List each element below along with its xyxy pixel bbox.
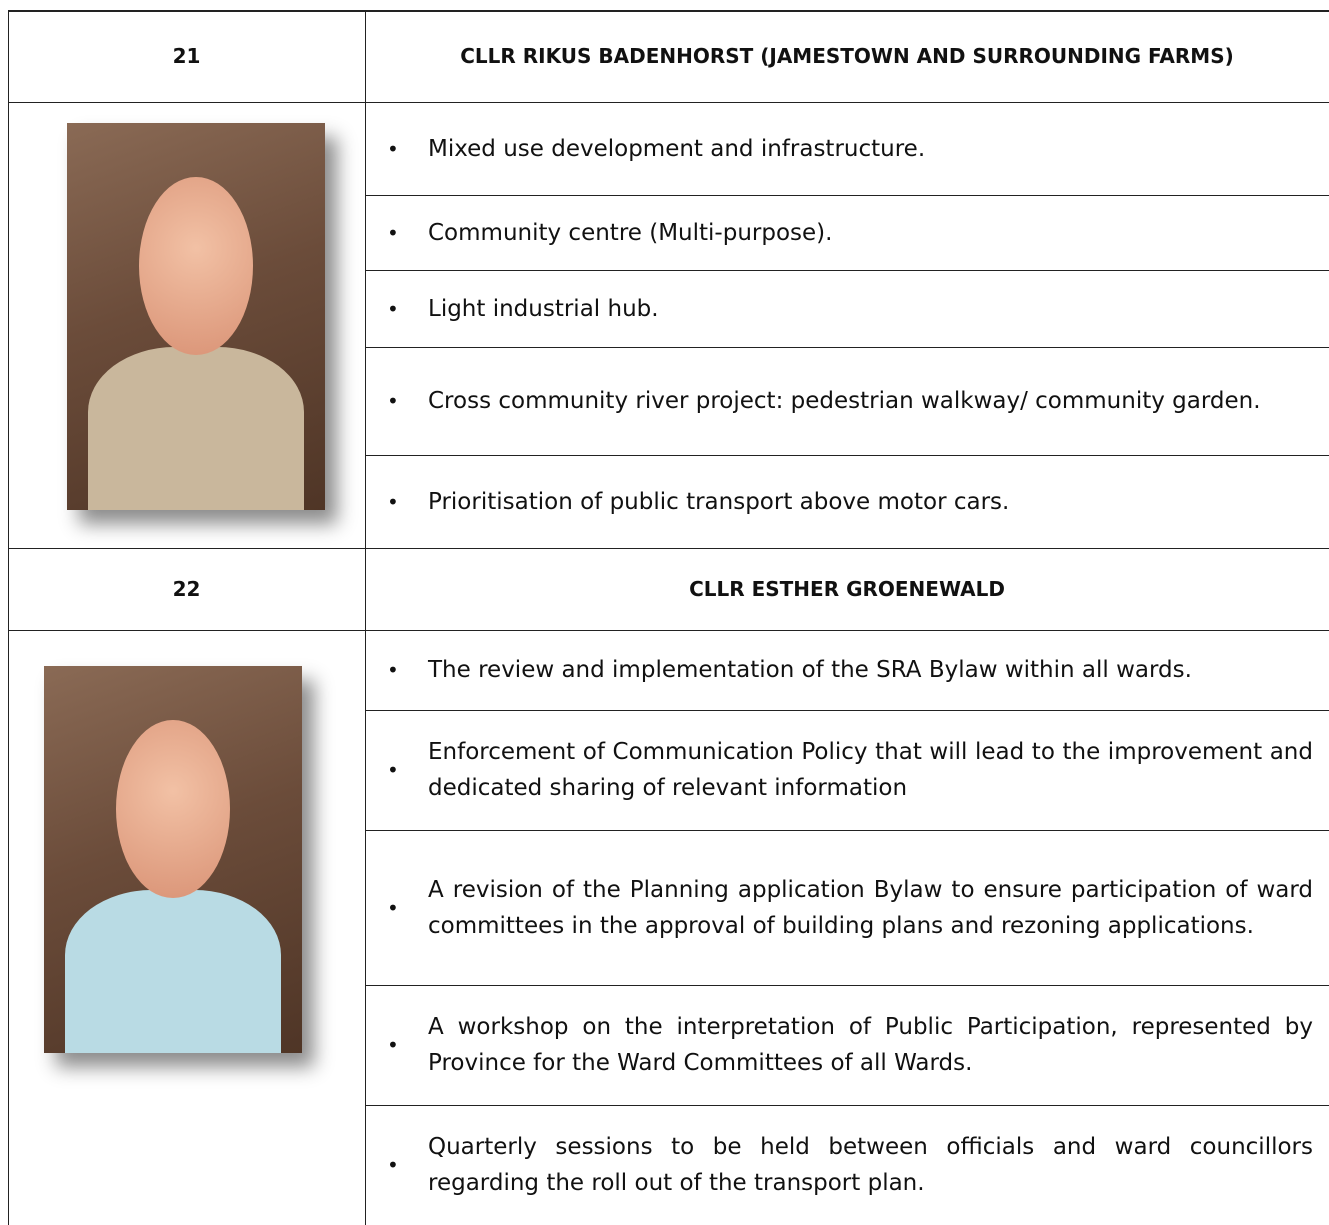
councillor-name: CLLR ESTHER GROENEWALD	[689, 577, 1005, 601]
h-rule	[365, 710, 1329, 711]
priority-item: • Mixed use development and infrastructur…	[365, 102, 1329, 195]
priority-item: • Enforcement of Communication Policy tha…	[365, 710, 1329, 830]
v-rule	[365, 548, 366, 1225]
h-rule	[365, 548, 1329, 549]
item-text: Cross community river project: pedestria…	[428, 388, 1261, 414]
portrait-face	[116, 720, 230, 899]
item-text: Prioritisation of public transport above…	[428, 488, 1010, 515]
bullet: •	[387, 136, 399, 161]
bullet: •	[387, 220, 399, 245]
priority-item: • A revision of the Planning application …	[365, 830, 1329, 985]
v-rule	[365, 10, 366, 548]
h-rule	[8, 630, 1329, 631]
h-rule	[8, 102, 1329, 103]
section-number: 22	[172, 577, 201, 601]
h-rule	[365, 1105, 1329, 1106]
portrait	[44, 666, 302, 1053]
priority-item: • Quarterly sessions to be held between o…	[365, 1105, 1329, 1225]
h-rule	[365, 195, 1329, 196]
item-text: Light industrial hub.	[428, 295, 659, 322]
bullet: •	[387, 489, 399, 514]
h-rule	[365, 347, 1329, 348]
bullet: •	[387, 658, 399, 682]
priority-item: • The review and implementation of the SR…	[365, 630, 1329, 710]
h-rule	[365, 830, 1329, 831]
priority-item: • Community centre (Multi-purpose).	[365, 195, 1329, 270]
priority-item: • A workshop on the interpretation of Pub…	[365, 985, 1329, 1105]
bullet: •	[387, 895, 399, 920]
item-text: A revision of the Planning application B…	[428, 876, 1313, 939]
item-text: Mixed use development and infrastructure…	[428, 135, 926, 162]
item-text: Enforcement of Communication Policy that…	[428, 739, 1313, 801]
section-number: 21	[172, 44, 201, 68]
item-text: A workshop on the interpretation of Publ…	[428, 1014, 1313, 1076]
portrait-face	[139, 177, 253, 356]
bullet: •	[387, 1033, 399, 1057]
item-text: The review and implementation of the SRA…	[428, 657, 1192, 683]
bullet: •	[387, 758, 399, 782]
bullet: •	[387, 1153, 399, 1177]
v-rule	[8, 10, 9, 548]
councillor-name: CLLR RIKUS BADENHORST (JAMESTOWN AND SUR…	[460, 44, 1234, 68]
v-rule	[8, 548, 9, 1225]
portrait-body	[87, 347, 305, 510]
item-text: Community centre (Multi-purpose).	[428, 219, 833, 246]
h-rule	[8, 10, 1329, 12]
item-text: Quarterly sessions to be held between of…	[428, 1134, 1313, 1196]
bullet: •	[387, 389, 399, 413]
h-rule	[8, 548, 365, 549]
priority-item: • Light industrial hub.	[365, 270, 1329, 347]
bullet: •	[387, 296, 399, 321]
portrait	[67, 123, 325, 510]
priority-item: • Prioritisation of public transport abov…	[365, 455, 1329, 548]
priority-item: • Cross community river project: pedestri…	[365, 347, 1329, 455]
h-rule	[365, 270, 1329, 271]
h-rule	[365, 455, 1329, 456]
portrait-body	[64, 890, 282, 1053]
h-rule	[365, 985, 1329, 986]
